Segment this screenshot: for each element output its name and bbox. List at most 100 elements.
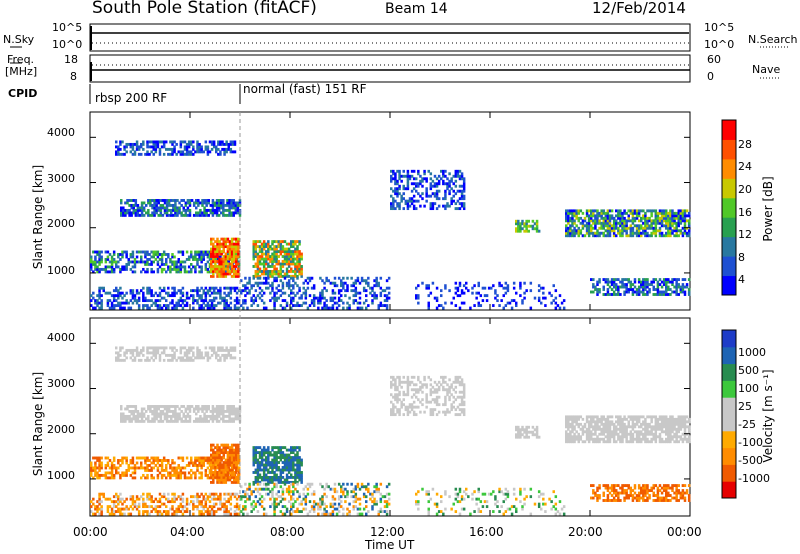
power-cell (358, 296, 362, 300)
velocity-cell (210, 468, 213, 472)
power-cell (196, 301, 199, 305)
cpid-segment-1: rbsp 200 RF (95, 91, 168, 105)
velocity-cell (142, 414, 146, 418)
power-cell (151, 206, 154, 210)
power-cell (162, 253, 166, 256)
power-cell (98, 253, 101, 256)
power-cell (292, 304, 295, 308)
power-cell (615, 234, 618, 238)
velocity-cell (148, 346, 151, 350)
velocity-cell (140, 407, 144, 411)
power-cell (444, 286, 447, 290)
power-cell (679, 285, 683, 289)
power-cell (275, 252, 278, 256)
velocity-cell (308, 485, 312, 489)
velocity-cell (300, 500, 303, 504)
power-cell (100, 267, 103, 271)
velocity-cell (179, 348, 183, 352)
power-cell (216, 242, 219, 246)
power-cell (228, 272, 232, 276)
power-cell (187, 152, 191, 156)
power-cell (460, 174, 464, 178)
velocity-cell (290, 482, 293, 486)
power-cell (615, 209, 618, 213)
power-cell (131, 296, 135, 300)
power-cell (600, 221, 603, 225)
power-cell (267, 265, 270, 268)
velocity-cell (119, 510, 122, 514)
power-cell (237, 237, 240, 241)
velocity-cell (175, 476, 178, 480)
velocity-cell (182, 414, 185, 418)
power-cell (124, 213, 127, 217)
power-cell (456, 207, 460, 211)
power-cell (170, 208, 173, 212)
velocity-cell (150, 500, 153, 504)
velocity-cell (216, 461, 219, 464)
power-cell (596, 221, 599, 225)
power-cell (235, 296, 239, 300)
velocity-cell (178, 417, 181, 421)
power-cell (92, 260, 95, 264)
power-cell (100, 301, 103, 305)
power-cell (519, 294, 522, 298)
power-ytick-1000: 1000 (47, 264, 75, 277)
velocity-cell (298, 475, 301, 479)
velocity-cell (176, 414, 179, 418)
velocity-cell (167, 419, 171, 423)
power-cell (183, 260, 187, 264)
power-cell (360, 306, 364, 310)
velocity-cell (223, 356, 226, 360)
power-cell (444, 194, 447, 198)
velocity-cell (312, 500, 316, 504)
power-cell (211, 199, 215, 202)
power-cell (617, 216, 620, 220)
velocity-cell (228, 405, 231, 408)
velocity-cell (220, 443, 223, 447)
velocity-cell (106, 461, 110, 465)
power-cell (660, 221, 664, 225)
power-cell (665, 280, 668, 284)
power-cell (462, 179, 466, 183)
velocity-cell (192, 495, 195, 499)
power-cell (229, 142, 233, 146)
power-cell (94, 260, 97, 264)
power-cell (473, 284, 476, 288)
velocity-cell (117, 466, 120, 470)
power-cell (137, 296, 141, 300)
velocity-cell (176, 419, 179, 423)
velocity-cell (194, 476, 197, 480)
power-cell (550, 294, 553, 298)
power-cell (373, 284, 376, 288)
velocity-cell (275, 458, 278, 462)
power-cell (677, 221, 680, 225)
velocity-cell (192, 461, 195, 465)
velocity-cell (157, 419, 160, 423)
velocity-cell (98, 459, 101, 462)
power-cell (214, 262, 217, 266)
velocity-cell (171, 346, 174, 350)
velocity-cell (306, 492, 310, 496)
power-cell (575, 216, 578, 220)
power-cell (172, 206, 175, 210)
velocity-cell (125, 473, 128, 477)
velocity-cell (220, 475, 223, 479)
velocity-cell (154, 510, 158, 514)
power-cell (225, 306, 228, 310)
power-cell (612, 229, 616, 233)
power-cell (644, 226, 647, 230)
power-cell (429, 194, 433, 198)
velocity-cell (198, 502, 201, 506)
velocity-cell (212, 510, 216, 514)
velocity-cell (142, 500, 145, 504)
velocity-cell (115, 468, 118, 472)
power-cell (329, 306, 333, 310)
velocity-cell (137, 512, 141, 516)
power-cell (256, 274, 260, 278)
power-cell (275, 286, 278, 290)
power-cell (217, 147, 220, 151)
power-cell (226, 250, 230, 253)
power-cell (454, 192, 458, 196)
velocity-cell (224, 461, 228, 464)
velocity-cell (179, 468, 183, 472)
